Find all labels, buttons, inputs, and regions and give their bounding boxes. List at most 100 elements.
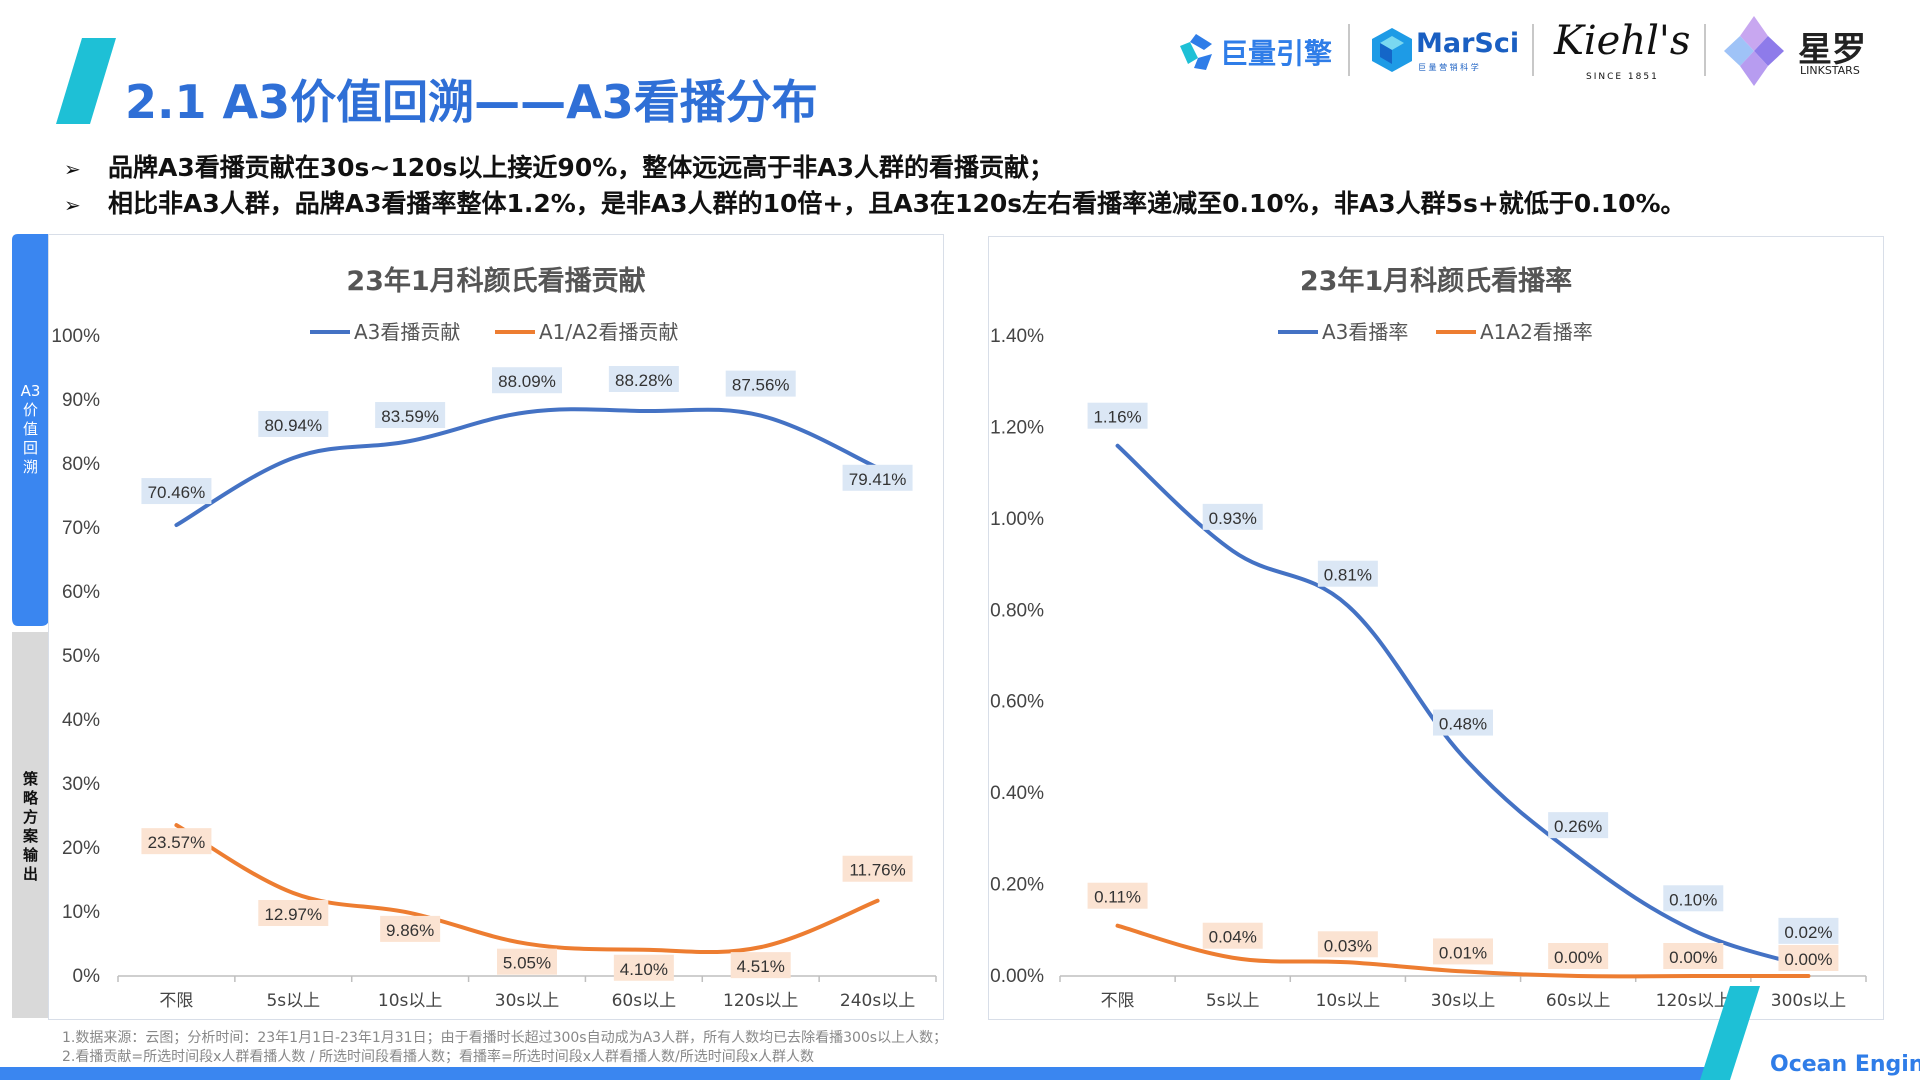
marsci-logo-subtext: 巨 量 营 销 科 学: [1418, 63, 1479, 72]
x-tick-label: 240s以上: [840, 991, 915, 1011]
data-point: [760, 415, 762, 417]
marsci-logo-text: MarSci: [1416, 28, 1520, 59]
data-label-bg: [1433, 709, 1493, 736]
data-label-bg: [608, 366, 679, 393]
data-label-bg: [613, 954, 674, 981]
data-point: [409, 440, 411, 442]
data-point: [526, 411, 528, 413]
data-label-bg: [141, 478, 212, 505]
data-label: 0.00%: [1554, 948, 1602, 967]
x-tick-label: 30s以上: [1431, 991, 1496, 1011]
footer-slash-decoration: [1700, 986, 1760, 1080]
data-point: [292, 457, 294, 459]
juliang-logo-icon: [1180, 34, 1212, 70]
kiehls-logo-text: Kiehl's: [1554, 18, 1691, 64]
x-tick-label: 10s以上: [1316, 991, 1381, 1011]
y-tick-label: 0.20%: [990, 875, 1044, 896]
data-point: [526, 943, 528, 945]
data-label-bg: [842, 464, 913, 491]
linkstars-logo-text: LINKSTARS: [1800, 64, 1860, 77]
logo-xingluo: 星罗 LINKSTARS: [1724, 16, 1874, 88]
data-label: 88.09%: [498, 372, 556, 391]
data-label-bg: [258, 410, 329, 437]
legend-entry: A1/A2看播贡献: [539, 320, 679, 344]
y-tick-label: 0%: [73, 966, 101, 987]
data-label: 1.16%: [1093, 408, 1141, 427]
y-tick-label: 1.20%: [990, 417, 1044, 438]
y-tick-label: 1.00%: [990, 509, 1044, 530]
data-label-bg: [1433, 938, 1493, 965]
xingluo-logo-text: 星罗: [1798, 30, 1866, 70]
x-tick-label: 60s以上: [612, 991, 677, 1011]
y-tick-label: 1.40%: [990, 326, 1044, 347]
data-point: [1462, 970, 1464, 972]
x-tick-label: 不限: [159, 991, 193, 1011]
chart-title: 23年1月科颜氏看播贡献: [346, 266, 646, 297]
data-label: 0.48%: [1439, 715, 1487, 734]
legend-entry: A3看播贡献: [354, 320, 460, 344]
y-tick-label: 0.40%: [990, 783, 1044, 804]
y-tick-label: 90%: [62, 390, 100, 411]
chart-panel-contribution: 23年1月科颜氏看播贡献: [48, 234, 944, 1020]
logo-juliang: 巨量引擎: [1176, 26, 1336, 76]
data-label-bg: [842, 855, 913, 882]
data-label: 0.81%: [1324, 566, 1372, 585]
bullet-item: ➢ 相比非A3人群，品牌A3看播率整体1.2%，是非A3人群的10倍+，且A3在1…: [64, 186, 1686, 222]
y-tick-label: 60%: [62, 582, 100, 603]
data-label-bg: [1778, 917, 1839, 944]
data-label: 0.04%: [1209, 928, 1257, 947]
data-point: [1692, 929, 1694, 931]
data-label-bg: [1087, 882, 1148, 909]
data-label: 0.00%: [1669, 948, 1717, 967]
y-tick-label: 80%: [62, 454, 100, 475]
juliang-logo-text: 巨量引擎: [1220, 37, 1333, 70]
insight-bullets: ➢ 品牌A3看播贡献在30s~120s以上接近90%，整体远远高于非A3人群的看播…: [64, 150, 1686, 222]
side-tab-a3[interactable]: A3 价 值 回 溯: [20, 382, 41, 476]
data-label-bg: [380, 915, 441, 942]
data-label: 79.41%: [849, 470, 907, 489]
data-label-bg: [492, 367, 562, 394]
footnote-line: 1.数据来源：云图；分析时间：23年1月1日-23年1月31日；由于看播时长超过…: [62, 1030, 948, 1046]
data-label: 80.94%: [264, 416, 322, 435]
data-point: [1577, 856, 1579, 858]
x-tick-label: 不限: [1101, 991, 1135, 1011]
series-line: [1115, 443, 1811, 969]
data-label: 0.02%: [1784, 923, 1832, 942]
data-label: 0.93%: [1209, 509, 1257, 528]
data-label-bg: [141, 828, 212, 855]
logo-divider: [1704, 24, 1706, 76]
data-label-bg: [1663, 943, 1724, 969]
data-label-bg: [1778, 945, 1839, 971]
data-label: 4.51%: [737, 957, 785, 976]
y-tick-label: 0.00%: [990, 966, 1044, 987]
y-tick-label: 40%: [62, 710, 100, 731]
data-label: 0.03%: [1324, 936, 1372, 955]
series-line: [174, 407, 880, 528]
linkstars-logo-icon: [1724, 16, 1784, 86]
data-label: 9.86%: [386, 921, 434, 940]
x-tick-label: 120s以上: [1656, 991, 1731, 1011]
data-point: [1347, 961, 1349, 963]
chart-0: 0% 10% 20% 30% 40% 50% 60% 70% 80% 90% 100% 不限 5s以上 1…: [51, 320, 937, 1011]
side-tab-a3-shape: [12, 234, 68, 626]
data-point: [1117, 445, 1119, 447]
data-point: [877, 900, 879, 902]
kiehls-logo-subtext: SINCE 1851: [1586, 72, 1659, 82]
data-point: [409, 912, 411, 914]
logo-divider: [1348, 24, 1350, 76]
x-tick-label: 5s以上: [266, 991, 320, 1011]
ocean-engine-logo: Ocean Engine: [1770, 1052, 1920, 1077]
data-label: 70.46%: [148, 483, 206, 502]
side-tab-strategy[interactable]: 策 略 方 案 输 出: [22, 770, 38, 883]
y-tick-label: 50%: [62, 646, 100, 667]
data-label: 23.57%: [148, 833, 206, 852]
x-tick-label: 60s以上: [1546, 991, 1611, 1011]
data-point: [1347, 605, 1349, 607]
logo-divider: [1532, 24, 1534, 76]
data-point: [760, 946, 762, 948]
data-label-bg: [1317, 560, 1378, 587]
side-tab-strategy-bg: [12, 632, 49, 1018]
data-label-bg: [1548, 812, 1609, 839]
data-point: [1462, 756, 1464, 758]
data-label: 4.10%: [620, 960, 668, 979]
